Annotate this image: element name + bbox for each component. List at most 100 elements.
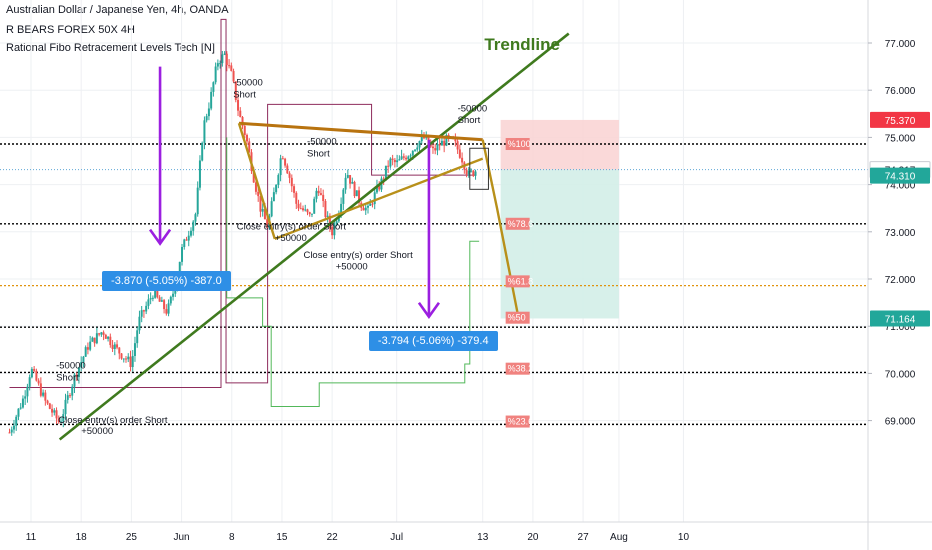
candle-body bbox=[392, 159, 394, 160]
candle-body bbox=[472, 171, 474, 176]
candle-body bbox=[51, 409, 53, 413]
drawings: Trendline bbox=[60, 34, 569, 440]
candle-body bbox=[367, 206, 369, 208]
candle-body bbox=[432, 147, 434, 149]
candle-body bbox=[67, 395, 69, 400]
candle-body bbox=[302, 208, 304, 210]
candle-body bbox=[203, 120, 205, 143]
candle-body bbox=[22, 399, 24, 408]
candle-body bbox=[17, 409, 19, 417]
trade-annotation: Short bbox=[56, 372, 79, 383]
candle-body bbox=[127, 357, 129, 360]
candle-body bbox=[475, 171, 477, 175]
trade-annotation: Close entry(s) order Short bbox=[303, 250, 413, 261]
candle-body bbox=[190, 231, 192, 236]
candle-body bbox=[244, 126, 246, 135]
candle-body bbox=[49, 403, 51, 408]
candle-body bbox=[33, 369, 35, 371]
trade-annotation: +50000 bbox=[336, 262, 368, 273]
candle-body bbox=[103, 332, 105, 335]
x-tick-label: 13 bbox=[477, 532, 489, 543]
candle-body bbox=[365, 208, 367, 211]
candle-body bbox=[53, 410, 55, 412]
y-tick-label: 70.000 bbox=[885, 369, 916, 380]
candle-body bbox=[315, 191, 317, 199]
candle-body bbox=[181, 247, 183, 262]
candle-body bbox=[313, 199, 315, 214]
candle-body bbox=[91, 338, 93, 342]
candle-body bbox=[168, 303, 170, 313]
candle-body bbox=[401, 156, 403, 159]
candle-body bbox=[284, 159, 286, 166]
candle-body bbox=[172, 294, 174, 297]
trade-annotation: Short bbox=[233, 89, 256, 100]
candle-body bbox=[273, 192, 275, 201]
candle-body bbox=[470, 171, 472, 172]
candle-body bbox=[300, 208, 302, 209]
fibo-label: %23.6 bbox=[508, 417, 534, 427]
candle-body bbox=[24, 396, 26, 398]
trade-annotation: -50000 bbox=[458, 103, 488, 114]
candle-body bbox=[410, 155, 412, 156]
candle-body bbox=[96, 333, 98, 343]
x-tick-label: Jun bbox=[174, 532, 190, 543]
candle-body bbox=[87, 347, 89, 350]
y-tick-label: 69.000 bbox=[885, 417, 916, 428]
candle-body bbox=[239, 111, 241, 117]
candle-body bbox=[327, 216, 329, 217]
candle-body bbox=[109, 337, 111, 345]
candle-body bbox=[125, 358, 127, 359]
candle-body bbox=[414, 150, 416, 151]
candle-body bbox=[443, 141, 445, 146]
candle-body bbox=[441, 141, 443, 146]
x-tick-label: Jul bbox=[390, 532, 403, 543]
candle-body bbox=[192, 222, 194, 231]
candle-body bbox=[15, 417, 17, 426]
fibo-label: %38.2 bbox=[508, 364, 534, 374]
candle-body bbox=[237, 100, 239, 111]
candle-body bbox=[459, 149, 461, 157]
y-tick-label: 75.000 bbox=[885, 133, 916, 144]
candle-body bbox=[121, 353, 123, 358]
candle-body bbox=[224, 54, 226, 55]
candle-body bbox=[461, 158, 463, 163]
y-tick-label: 76.000 bbox=[885, 86, 916, 97]
candle-body bbox=[363, 208, 365, 210]
x-tick-label: 15 bbox=[276, 532, 288, 543]
trade-annotation: -50000 bbox=[233, 77, 263, 88]
x-tick-label: Aug bbox=[610, 532, 628, 543]
fibo-label: %61.8 bbox=[508, 276, 534, 286]
trade-annotation: Short bbox=[307, 148, 330, 159]
grid bbox=[0, 0, 868, 522]
candle-body bbox=[116, 344, 118, 347]
measure-callout-1: -3.870 (-5.05%) -387.0 bbox=[102, 271, 231, 291]
candle-body bbox=[150, 298, 152, 299]
candle-body bbox=[405, 158, 407, 159]
x-tick-label: 25 bbox=[126, 532, 138, 543]
candle-body bbox=[188, 236, 190, 241]
candle-body bbox=[262, 209, 264, 212]
candle-body bbox=[152, 298, 154, 299]
x-tick-label: 8 bbox=[229, 532, 235, 543]
price-tag-label: 75.370 bbox=[885, 116, 916, 127]
candle-body bbox=[114, 344, 116, 349]
candle-body bbox=[217, 63, 219, 66]
fibo-label: %100 bbox=[508, 139, 531, 149]
candle-body bbox=[311, 214, 313, 215]
candle-body bbox=[112, 345, 114, 349]
trade-annotation: +50000 bbox=[81, 426, 113, 437]
candle-body bbox=[141, 310, 143, 317]
candle-body bbox=[163, 300, 165, 309]
candle-body bbox=[320, 193, 322, 195]
candle-body bbox=[277, 175, 279, 185]
candle-body bbox=[69, 395, 71, 396]
trade-annotation: +50000 bbox=[275, 233, 307, 244]
candle-body bbox=[107, 337, 109, 339]
x-tick-label: 27 bbox=[578, 532, 590, 543]
candle-body bbox=[436, 144, 438, 150]
target-zone bbox=[501, 170, 619, 319]
candle-body bbox=[280, 158, 282, 175]
candle-body bbox=[219, 63, 221, 64]
candle-body bbox=[71, 387, 73, 396]
